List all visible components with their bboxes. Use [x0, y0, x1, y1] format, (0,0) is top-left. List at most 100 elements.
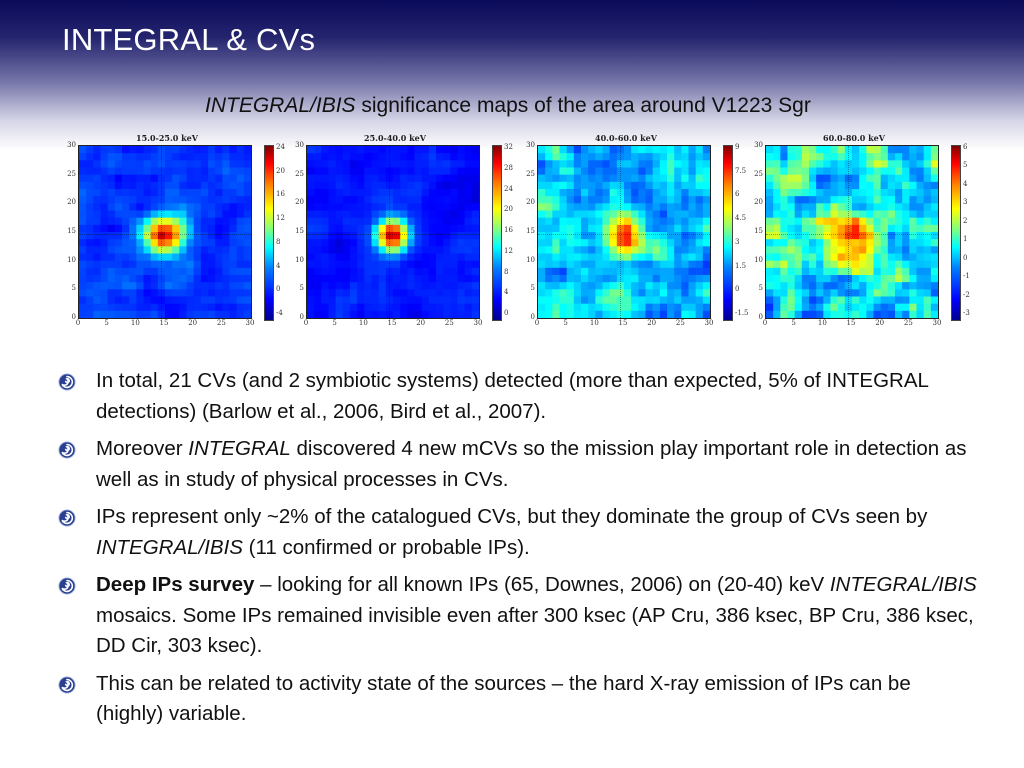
map-x-tick-label: 25: [216, 319, 226, 327]
map-y-tick-label: 25: [754, 169, 763, 178]
bullet-text: This can be related to activity state of…: [96, 671, 911, 726]
colorbar-tick-label: 9: [735, 143, 740, 151]
colorbar-tick-label: 8: [504, 267, 509, 276]
slide-title: INTEGRAL & CVs: [62, 22, 316, 57]
bullet-item: This can be related to activity state of…: [58, 669, 978, 730]
map-x-tick-label: 25: [903, 319, 913, 327]
colorbar-tick-label: 0: [735, 285, 740, 294]
map-x-tick-label: 20: [647, 319, 657, 327]
colorbar-tick-label: -4: [276, 309, 283, 317]
bullet-text: IPs represent only ~2% of the catalogued…: [96, 505, 928, 528]
bullet-text: In total, 21 CVs (and 2 symbiotic system…: [96, 369, 929, 423]
map-y-tick-label: 25: [295, 169, 304, 178]
crosshair-horizontal: [538, 234, 710, 235]
map-x-tick-label: 15: [618, 319, 628, 327]
map-y-tick-label: 20: [67, 198, 76, 207]
map-y-tick-label: 10: [526, 255, 535, 264]
significance-map-panel: 15.0-25.0 keV 30 25 20 15 10 5 0 0 5 10 15 20 25 30 24 2…: [67, 133, 306, 333]
bullet-italic-term: INTEGRAL/IBIS: [96, 535, 243, 559]
colorbar-tick-label: 20: [276, 166, 285, 175]
colorbar-tick-label: 6: [963, 143, 968, 151]
map-y-tick-label: 10: [754, 255, 763, 264]
colorbar-tick-label: 4: [276, 261, 281, 270]
colorbar-tick-label: 0: [276, 285, 281, 294]
colorbar-tick-label: 1: [963, 235, 968, 244]
colorbar-tick-label: 12: [276, 214, 285, 223]
map-x-tick-label: 30: [473, 319, 483, 327]
bullet-text: mosaics. Some IPs remained invisible eve…: [96, 603, 974, 658]
map-x-tick-label: 0: [762, 319, 768, 327]
map-x-tick-label: 20: [875, 319, 885, 327]
map-x-tick-label: 30: [932, 319, 942, 327]
colorbar-tick-label: -3: [963, 309, 970, 317]
crosshair-vertical: [161, 146, 162, 318]
map-y-tick-label: 20: [754, 198, 763, 207]
bullet-item: Deep IPs survey – looking for all known …: [58, 570, 978, 662]
significance-map-image: [78, 145, 252, 319]
map-x-tick-label: 15: [159, 319, 169, 327]
colorbar-tick-label: 12: [504, 246, 513, 255]
map-y-tick-label: 10: [67, 255, 76, 264]
colorbar-tick-label: 20: [504, 205, 513, 214]
colorbar-tick-label: 4.5: [735, 214, 747, 223]
bullet-list: In total, 21 CVs (and 2 symbiotic system…: [58, 366, 978, 737]
map-colorbar: [723, 145, 733, 321]
colorbar-tick-label: 3: [963, 198, 968, 207]
colorbar-tick-label: 1.5: [735, 261, 747, 270]
bullet-text: (11 confirmed or probable IPs).: [242, 535, 530, 559]
colorbar-tick-label: 8: [276, 237, 281, 246]
map-x-tick-label: 30: [704, 319, 714, 327]
map-colorbar: [264, 145, 274, 321]
colorbar-tick-label: 16: [504, 226, 513, 234]
map-colorbar: [951, 145, 961, 321]
caption-instrument: INTEGRAL/IBIS: [205, 94, 356, 117]
map-y-tick-label: 0: [758, 313, 763, 321]
map-energy-band-title: 60.0-80.0 keV: [823, 133, 885, 143]
map-y-tick-label: 5: [299, 284, 304, 293]
map-x-tick-label: 5: [104, 319, 109, 327]
significance-map-image: [765, 145, 939, 319]
colorbar-tick-label: 32: [504, 143, 513, 151]
colorbar-tick-label: -2: [963, 290, 970, 299]
significance-map-panel: 60.0-80.0 keV 30 25 20 15 10 5 0 0 5 10 15 20 25 30 6 5 4…: [754, 133, 993, 333]
map-y-tick-label: 30: [67, 141, 76, 149]
bullet-item: In total, 21 CVs (and 2 symbiotic system…: [58, 366, 978, 427]
map-x-tick-label: 15: [387, 319, 397, 327]
map-x-tick-label: 0: [534, 319, 540, 327]
swirl-bullet-icon: [58, 373, 76, 391]
map-y-tick-label: 15: [754, 227, 763, 235]
map-x-tick-label: 0: [303, 319, 309, 327]
map-y-tick-label: 5: [71, 284, 76, 293]
map-y-tick-label: 15: [295, 227, 304, 235]
colorbar-tick-label: 24: [504, 184, 513, 193]
crosshair-horizontal: [307, 234, 479, 235]
map-x-tick-label: 0: [75, 319, 81, 327]
map-x-tick-label: 5: [332, 319, 337, 327]
map-x-tick-label: 30: [245, 319, 255, 327]
colorbar-tick-label: 0: [504, 309, 509, 317]
map-y-tick-label: 30: [526, 141, 535, 149]
swirl-bullet-icon: [58, 509, 76, 527]
colorbar-tick-label: 3: [735, 237, 740, 246]
map-y-tick-label: 15: [67, 227, 76, 235]
significance-map-image: [306, 145, 480, 319]
header-gradient-band: [0, 0, 1024, 150]
map-y-tick-label: 30: [295, 141, 304, 149]
colorbar-tick-label: 0: [963, 253, 968, 262]
caption-text: significance maps of the area around V12…: [355, 94, 811, 117]
significance-map-panel: 25.0-40.0 keV 30 25 20 15 10 5 0 0 5 10 15 20 25 30 32 2…: [295, 133, 534, 333]
swirl-bullet-icon: [58, 577, 76, 595]
crosshair-vertical: [389, 146, 390, 318]
bullet-emphasis: Deep IPs survey: [96, 573, 255, 596]
figure-caption: INTEGRAL/IBIS significance maps of the a…: [205, 94, 811, 118]
swirl-bullet-icon: [58, 675, 76, 694]
map-y-tick-label: 20: [526, 198, 535, 207]
crosshair-horizontal: [766, 234, 938, 235]
map-colorbar: [492, 145, 502, 321]
colorbar-tick-label: -1: [963, 272, 970, 281]
significance-map-panel: 40.0-60.0 keV 30 25 20 15 10 5 0 0 5 10 15 20 25 30 9 7.…: [526, 133, 765, 333]
map-energy-band-title: 40.0-60.0 keV: [595, 133, 657, 143]
bullet-item: Moreover INTEGRAL discovered 4 new mCVs …: [58, 434, 978, 495]
map-y-tick-label: 10: [295, 255, 304, 264]
map-x-tick-label: 20: [188, 319, 198, 327]
